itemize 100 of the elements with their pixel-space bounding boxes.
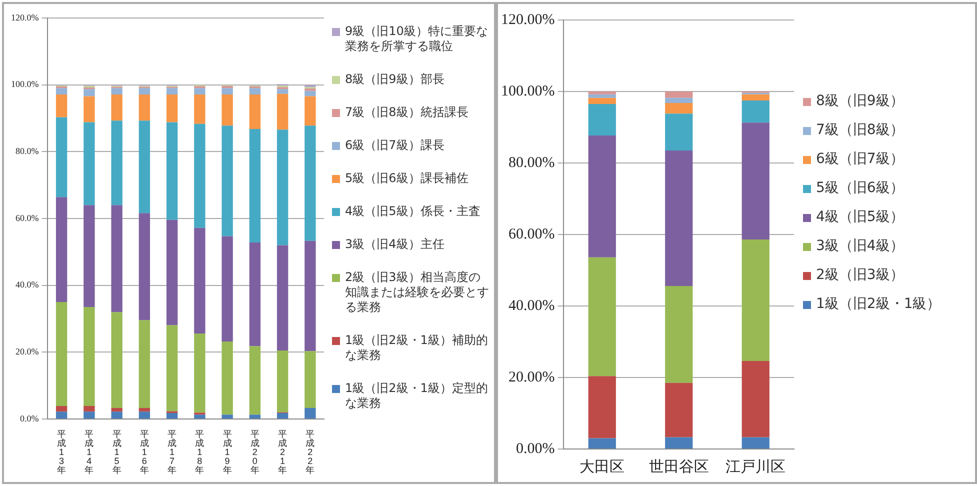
bar: [304, 90, 316, 96]
bar: [304, 351, 316, 408]
bar: [222, 94, 233, 126]
bar: [276, 89, 288, 94]
x-tick-label: 平成22年: [306, 428, 315, 475]
bar: [665, 150, 693, 286]
legend-label: 1級（旧2級・1級）定型的な業務: [345, 381, 489, 411]
bar: [84, 205, 95, 308]
bar: [665, 102, 693, 114]
y-tick-label: 40.0%: [15, 280, 40, 290]
bar: [665, 92, 693, 98]
bar: [84, 96, 95, 122]
bar: [276, 245, 288, 350]
bar: [166, 325, 178, 412]
y-tick-label: 60.0%: [15, 212, 40, 223]
bar: [222, 414, 233, 418]
bar: [665, 114, 693, 150]
bar: [56, 197, 68, 302]
bar: [194, 88, 206, 95]
bar: [588, 257, 616, 376]
x-tick-label: 平成16年: [140, 428, 149, 475]
bar: [588, 135, 616, 258]
bar: [111, 120, 122, 206]
bar: [249, 346, 261, 415]
x-tick-label: 大田区: [580, 458, 625, 476]
bar: [84, 406, 95, 412]
legend-label: 7級（旧8級）: [816, 122, 904, 138]
legend-label: 2級（旧3級）: [816, 267, 904, 283]
bar: [166, 220, 178, 326]
bar: [138, 408, 150, 412]
legend-label: 5級（旧6級）課長補佐: [345, 171, 468, 186]
legend-label: 4級（旧5級）係長・主査: [345, 204, 480, 219]
bar: [194, 333, 206, 413]
bar: [304, 96, 316, 126]
bar: [249, 94, 261, 129]
y-tick-label: 60.00%: [508, 226, 555, 242]
bar: [84, 122, 95, 206]
legend-label: 3級（旧4級）: [816, 238, 904, 254]
bar: [588, 98, 616, 104]
bar: [304, 126, 316, 241]
bar: [138, 412, 150, 418]
bar: [111, 408, 122, 412]
legend-label: 6級（旧7級）: [816, 151, 904, 167]
legend-label: 6級（旧7級）課長: [345, 138, 444, 153]
x-tick-label: 世田谷区: [648, 458, 709, 476]
bar: [222, 88, 233, 95]
bar: [56, 302, 68, 406]
bar: [588, 438, 616, 448]
bar: [111, 88, 122, 95]
legend-label: 2級（旧3級）相当高度の知識または経験を必要とする業務: [345, 270, 490, 315]
y-tick-label: 80.0%: [15, 146, 40, 156]
bar: [249, 414, 261, 418]
legend-label: 7級（旧8級）統括課長: [345, 105, 468, 120]
legend-label: 9級（旧10級）特に重要な業務を所掌する職位: [345, 24, 489, 54]
bar: [194, 94, 206, 124]
y-tick-label: 100.00%: [500, 83, 555, 100]
x-tick-label: 平成21年: [278, 428, 288, 475]
bar: [194, 414, 206, 418]
bar: [276, 130, 288, 246]
y-tick-label: 40.00%: [508, 298, 555, 314]
y-tick-label: 0.0%: [20, 413, 40, 424]
bar: [665, 382, 693, 438]
bar: [276, 94, 288, 130]
bar: [249, 242, 261, 346]
bar: [665, 98, 693, 103]
bar: [249, 88, 261, 95]
bar: [138, 120, 150, 214]
y-tick-label: 20.0%: [15, 346, 40, 357]
y-tick-label: 20.00%: [508, 369, 555, 386]
bar: [304, 408, 316, 418]
bar: [742, 437, 770, 448]
bar: [742, 361, 770, 438]
bar: [742, 122, 770, 240]
y-tick-label: 0.00%: [516, 440, 555, 457]
bar: [84, 89, 95, 96]
x-tick-label: 平成15年: [112, 428, 122, 475]
bar: [665, 437, 693, 448]
bar: [276, 350, 288, 412]
y-tick-label: 100.0%: [10, 79, 40, 90]
legend-label: 8級（旧9級）部長: [345, 72, 444, 87]
bar: [194, 228, 206, 334]
bar: [588, 92, 616, 94]
bar: [742, 240, 770, 362]
x-tick-label: 平成17年: [168, 428, 177, 475]
bar: [138, 213, 150, 320]
bar: [304, 240, 316, 352]
x-tick-label: 平成19年: [222, 428, 232, 475]
bar: [222, 236, 233, 342]
bar: [111, 312, 122, 408]
legend-label: 5級（旧6級）: [816, 180, 904, 196]
bar: [588, 376, 616, 438]
x-tick-label: 平成18年: [195, 428, 204, 475]
bar: [56, 94, 68, 118]
legend-label: 8級（旧9級）: [816, 93, 904, 109]
y-tick-label: 120.00%: [500, 12, 555, 28]
bar: [166, 94, 178, 122]
bar: [249, 128, 261, 243]
bar: [166, 412, 178, 418]
bar: [56, 406, 68, 412]
bar: [222, 126, 233, 236]
